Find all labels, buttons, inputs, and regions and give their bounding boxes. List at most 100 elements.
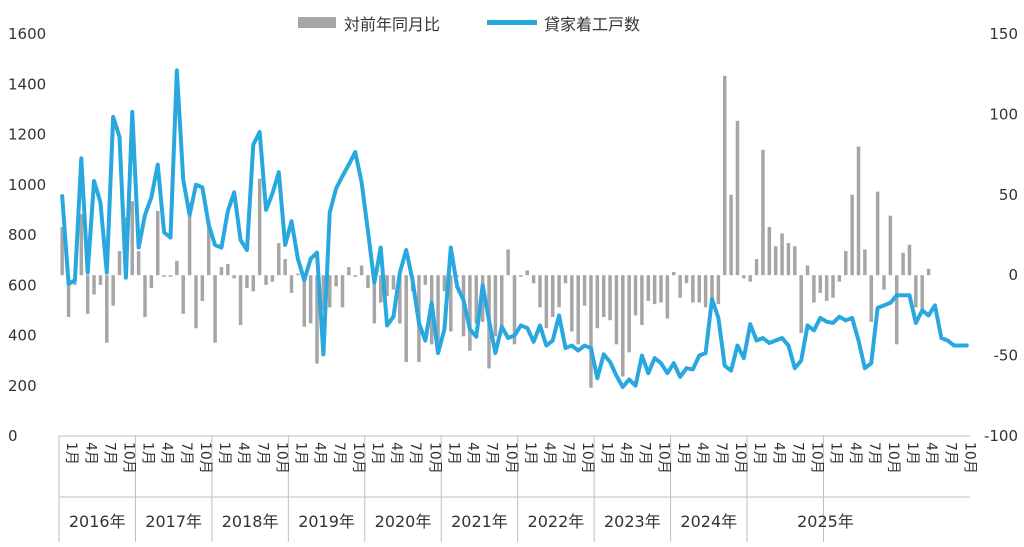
bar [353, 275, 357, 277]
bar [194, 275, 198, 329]
month-tick-label: 1月 [904, 442, 920, 465]
bar [130, 201, 135, 276]
month-tick-label: 7月 [560, 442, 576, 465]
bar [404, 275, 408, 363]
bar [321, 275, 326, 311]
year-label: 2020年 [375, 512, 432, 531]
month-tick-label: 7月 [331, 442, 347, 465]
bar [888, 215, 893, 276]
month-tick-label: 7月 [866, 442, 882, 465]
month-tick-label: 4月 [847, 442, 863, 465]
right-tick-label: -50 [994, 347, 1019, 365]
bar [576, 275, 580, 345]
bar [340, 275, 345, 308]
left-tick-label: 800 [8, 226, 37, 244]
year-label: 2023年 [604, 512, 661, 531]
month-tick-label: 4月 [694, 442, 710, 465]
bar [245, 275, 249, 289]
month-tick-label: 10月 [503, 442, 519, 474]
month-tick-label: 10月 [273, 442, 289, 474]
bar [729, 194, 733, 276]
month-tick-label: 10月 [197, 442, 213, 474]
bar [735, 120, 740, 276]
left-tick-label: 1000 [8, 176, 46, 194]
bar [570, 275, 574, 332]
bar [773, 246, 778, 276]
bar [175, 260, 179, 276]
bar [226, 263, 230, 276]
bar [665, 275, 670, 319]
left-tick-label: 200 [8, 377, 37, 395]
month-tick-label: 1月 [828, 442, 844, 465]
bar [308, 275, 313, 324]
bar [812, 275, 816, 303]
bar [550, 275, 555, 318]
bar [79, 214, 84, 276]
month-tick-label: 1月 [598, 442, 614, 465]
bar [601, 275, 606, 318]
bar [875, 191, 880, 276]
bar [334, 275, 338, 287]
bar [767, 226, 772, 276]
month-tick-label: 4月 [312, 442, 328, 465]
bar [672, 271, 676, 276]
bar [85, 275, 90, 314]
bar [378, 275, 383, 303]
bar [60, 226, 64, 276]
bar [296, 273, 300, 276]
month-tick-label: 10月 [579, 442, 595, 474]
bar [563, 275, 568, 284]
month-tick-label: 10月 [809, 442, 825, 474]
bar [270, 275, 275, 282]
bar [206, 220, 211, 276]
legend-line-label: 貸家着工戸数 [544, 15, 640, 34]
month-tick-label: 4月 [388, 442, 404, 465]
bar [652, 275, 657, 305]
bar [901, 252, 905, 276]
month-tick-label: 1月 [675, 442, 691, 465]
bar [105, 275, 109, 343]
month-tick-label: 10月 [350, 442, 366, 474]
bar [213, 275, 217, 343]
bar [155, 210, 160, 276]
bar [926, 268, 931, 276]
bar [869, 275, 873, 322]
month-tick-label: 10月 [121, 442, 137, 474]
bar [519, 275, 523, 277]
bar [493, 275, 498, 337]
month-tick-label: 4月 [617, 442, 633, 465]
bar [582, 275, 587, 306]
bar [302, 275, 307, 327]
bar [818, 275, 823, 293]
month-tick-label: 1月 [369, 442, 385, 465]
month-tick-label: 10月 [426, 442, 442, 474]
month-tick-label: 10月 [732, 442, 748, 474]
left-axis: 0 200 400 600 800 1000 1200 1400 1600 [8, 25, 46, 445]
bar [621, 275, 625, 377]
bar [200, 275, 205, 301]
bar [780, 233, 784, 276]
bar [328, 275, 332, 308]
month-tick-label: 1月 [751, 442, 767, 465]
bar [595, 275, 600, 329]
bar [531, 275, 536, 284]
month-tick-label: 4月 [770, 442, 786, 465]
month-tick-label: 7月 [101, 442, 117, 465]
month-tick-label: 10月 [656, 442, 672, 474]
bar [506, 249, 510, 276]
month-tick-label: 1月 [216, 442, 232, 465]
year-label: 2018年 [222, 512, 279, 531]
bar [691, 275, 695, 303]
bar [423, 275, 428, 285]
bar [289, 275, 294, 293]
bar [512, 275, 517, 345]
bar [162, 275, 166, 277]
bar [66, 275, 71, 318]
bar [264, 275, 268, 285]
bar [149, 275, 154, 289]
bar [538, 275, 542, 308]
bar [754, 259, 759, 276]
bar [398, 275, 402, 324]
month-tick-label: 7月 [713, 442, 729, 465]
month-tick-label: 4月 [235, 442, 251, 465]
